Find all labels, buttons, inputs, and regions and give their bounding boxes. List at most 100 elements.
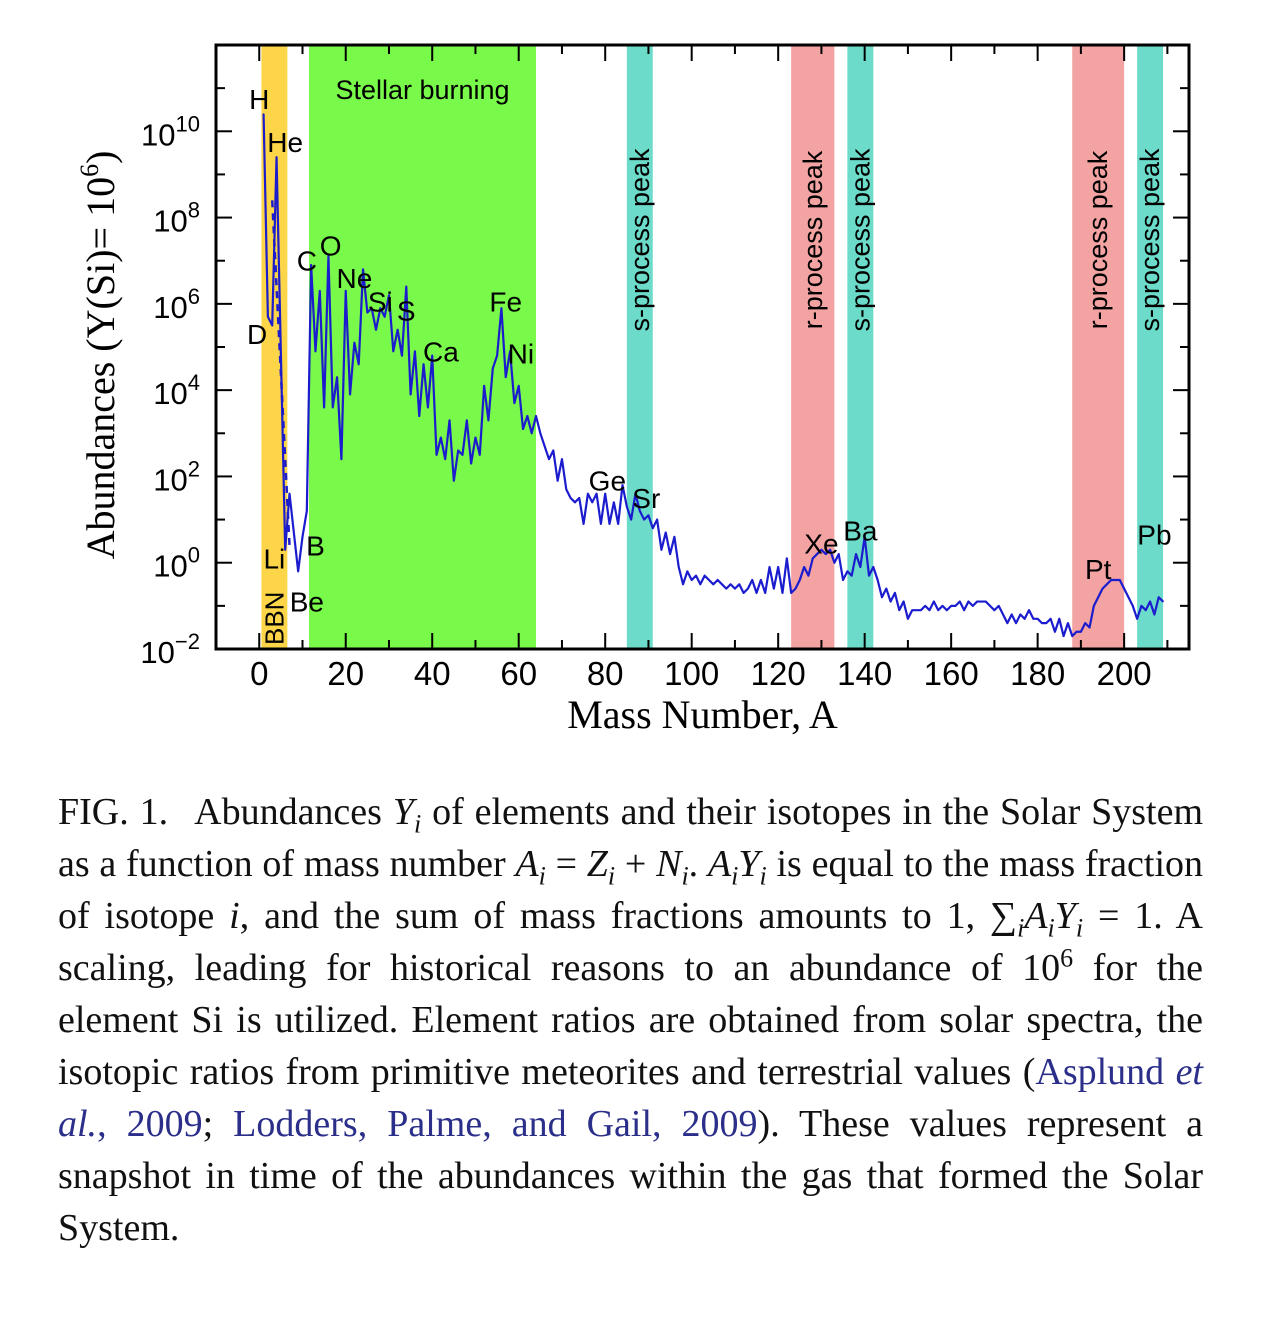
caption-symbol: ∑ <box>989 895 1018 937</box>
data-point <box>690 579 693 581</box>
data-point <box>1041 622 1043 624</box>
data-point <box>876 579 879 581</box>
data-point <box>466 419 468 422</box>
data-point <box>613 501 615 504</box>
data-point <box>353 341 356 344</box>
caption-symbol: i <box>1047 913 1055 943</box>
data-point <box>760 579 762 581</box>
data-point <box>530 432 533 435</box>
data-point <box>288 492 291 495</box>
data-point <box>626 505 628 508</box>
y-tick-label: 104 <box>153 370 200 411</box>
data-point <box>816 553 818 555</box>
band-label-3: r-process peak <box>798 150 828 329</box>
x-tick-label: 80 <box>587 655 624 692</box>
data-point <box>383 316 386 318</box>
element-label: Ne <box>336 263 372 294</box>
citation-text: , 2009 <box>97 1103 203 1145</box>
data-point <box>647 514 650 517</box>
data-point <box>1110 579 1112 581</box>
data-point <box>496 354 498 357</box>
data-point <box>1019 613 1022 616</box>
data-point <box>435 454 438 456</box>
data-point <box>811 557 814 560</box>
data-point <box>1101 587 1104 590</box>
data-point <box>768 566 771 568</box>
element-label: Sr <box>632 483 660 514</box>
data-point <box>669 553 671 555</box>
caption-symbol: 6 <box>1060 943 1074 973</box>
data-point <box>997 605 1000 607</box>
element-label: Ge <box>589 466 626 497</box>
data-point <box>651 527 654 529</box>
data-point <box>976 600 978 603</box>
figure-caption: FIG. 1. Abundances Yi of elements and the… <box>58 786 1203 1254</box>
data-point <box>522 428 524 430</box>
data-point <box>440 436 442 439</box>
caption-label: FIG. 1. <box>58 791 169 833</box>
data-point <box>1136 618 1138 620</box>
caption-symbol: Y <box>392 791 414 833</box>
data-point <box>323 406 325 409</box>
data-point <box>971 605 974 607</box>
band-label-0: BBN <box>259 592 289 645</box>
data-point <box>863 536 866 538</box>
element-label: D <box>247 319 267 350</box>
data-point <box>595 492 598 495</box>
caption-symbol: i <box>413 809 422 839</box>
data-point <box>349 393 351 396</box>
caption-text: is equal to the mass fraction of isotope <box>58 843 1204 937</box>
data-point <box>1002 613 1004 616</box>
data-point <box>833 561 836 564</box>
data-point <box>1049 618 1052 620</box>
data-point <box>301 536 304 538</box>
data-point <box>600 523 602 525</box>
citation-lodders[interactable]: Lodders, Palme, and Gail, 2009 <box>233 1103 758 1145</box>
data-point <box>894 592 896 594</box>
data-point <box>1062 635 1065 637</box>
y-tick-label: 10−2 <box>140 629 200 670</box>
data-point <box>556 479 559 482</box>
data-point <box>587 492 589 495</box>
data-point <box>1023 618 1026 620</box>
x-tick-label: 200 <box>1097 655 1152 692</box>
y-axis-label-exp: 6 <box>75 164 104 177</box>
citation-asplund[interactable]: Asplund et al., 2009 <box>58 1051 1203 1145</box>
data-point <box>344 290 347 292</box>
element-label: S <box>397 295 416 326</box>
data-point <box>396 328 399 331</box>
y-axis-label-main: Abundances (Y(Si)= 10 <box>78 177 123 559</box>
x-tick-label: 180 <box>1010 655 1065 692</box>
data-point <box>703 574 706 577</box>
data-point <box>824 553 827 555</box>
y-tick-label: 102 <box>153 456 200 497</box>
data-point <box>1144 609 1147 611</box>
data-point <box>357 363 360 366</box>
data-point <box>431 354 434 357</box>
data-point <box>448 419 451 422</box>
data-point <box>267 316 269 318</box>
data-point <box>543 445 546 448</box>
data-point <box>915 609 918 611</box>
data-point <box>1015 622 1017 624</box>
data-point <box>820 548 823 551</box>
data-point <box>764 592 767 594</box>
data-point <box>699 583 702 586</box>
data-point <box>773 587 775 590</box>
y-tick-label: 106 <box>153 284 200 325</box>
data-point <box>1010 613 1013 616</box>
data-point <box>366 311 369 314</box>
data-point <box>660 548 663 551</box>
x-tick-label: 40 <box>414 655 451 692</box>
data-point <box>794 587 797 590</box>
data-point <box>664 531 667 534</box>
element-label: B <box>306 530 325 561</box>
data-point <box>336 376 338 379</box>
element-label: Pb <box>1137 520 1171 551</box>
data-point <box>716 579 719 581</box>
data-point <box>340 458 343 460</box>
caption-symbol: i <box>681 861 689 891</box>
band-6 <box>1137 45 1164 649</box>
data-point <box>591 501 594 504</box>
y-axis-label: Abundances (Y(Si)= 106) <box>75 151 123 560</box>
